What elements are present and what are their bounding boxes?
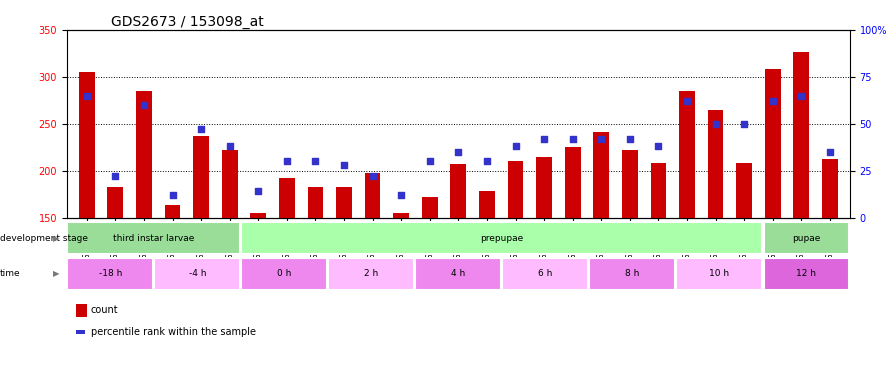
Point bbox=[337, 162, 352, 168]
Bar bbox=[279, 178, 295, 218]
Bar bbox=[241, 222, 763, 254]
Bar bbox=[765, 69, 781, 218]
Text: 12 h: 12 h bbox=[797, 269, 816, 278]
Point bbox=[794, 93, 808, 99]
Bar bbox=[308, 187, 323, 218]
Bar bbox=[679, 91, 695, 218]
Bar bbox=[651, 163, 667, 218]
Point bbox=[823, 149, 837, 155]
Bar bbox=[222, 150, 238, 217]
Point bbox=[480, 158, 494, 164]
Bar bbox=[422, 197, 438, 217]
Bar bbox=[250, 213, 266, 217]
Bar bbox=[589, 258, 676, 290]
Text: time: time bbox=[0, 269, 20, 278]
Bar bbox=[708, 110, 724, 218]
Point bbox=[451, 149, 465, 155]
Point bbox=[109, 173, 123, 179]
Bar bbox=[393, 213, 409, 217]
Bar bbox=[594, 132, 609, 218]
Point bbox=[279, 158, 294, 164]
Text: 2 h: 2 h bbox=[364, 269, 378, 278]
Text: 8 h: 8 h bbox=[625, 269, 640, 278]
Point bbox=[623, 136, 637, 142]
Bar bbox=[154, 258, 240, 290]
Point bbox=[765, 98, 780, 104]
Point bbox=[595, 136, 609, 142]
Bar bbox=[764, 222, 849, 254]
Point bbox=[394, 192, 409, 198]
Bar bbox=[479, 191, 495, 217]
Point bbox=[308, 158, 322, 164]
Point bbox=[565, 136, 579, 142]
Bar bbox=[79, 72, 94, 217]
Text: pupae: pupae bbox=[792, 234, 821, 243]
Text: prepupae: prepupae bbox=[481, 234, 523, 243]
Point bbox=[166, 192, 180, 198]
Point bbox=[251, 188, 265, 194]
Point bbox=[737, 121, 751, 127]
Bar bbox=[622, 150, 638, 217]
Text: 4 h: 4 h bbox=[451, 269, 465, 278]
Text: percentile rank within the sample: percentile rank within the sample bbox=[91, 327, 255, 337]
Point bbox=[366, 173, 380, 179]
Text: -18 h: -18 h bbox=[99, 269, 122, 278]
Text: GDS2673 / 153098_at: GDS2673 / 153098_at bbox=[111, 15, 264, 29]
Bar bbox=[537, 157, 552, 218]
Point bbox=[651, 143, 666, 149]
Bar bbox=[822, 159, 837, 218]
Bar bbox=[503, 258, 588, 290]
Point bbox=[508, 143, 522, 149]
Text: development stage: development stage bbox=[0, 234, 88, 243]
Point bbox=[79, 93, 93, 99]
Bar bbox=[241, 258, 328, 290]
Bar bbox=[416, 258, 501, 290]
Bar bbox=[565, 147, 580, 218]
Bar bbox=[450, 164, 466, 218]
Point bbox=[137, 102, 151, 108]
Point bbox=[194, 126, 208, 132]
Text: 0 h: 0 h bbox=[277, 269, 292, 278]
Text: count: count bbox=[91, 305, 118, 315]
Text: 6 h: 6 h bbox=[538, 269, 553, 278]
Bar bbox=[336, 187, 352, 218]
Point bbox=[708, 121, 723, 127]
Text: -4 h: -4 h bbox=[189, 269, 206, 278]
Text: ▶: ▶ bbox=[53, 234, 60, 243]
Point bbox=[423, 158, 437, 164]
Bar bbox=[676, 258, 763, 290]
Bar bbox=[736, 163, 752, 218]
Bar bbox=[108, 187, 123, 218]
Point bbox=[537, 136, 551, 142]
Bar bbox=[193, 136, 209, 218]
Bar bbox=[165, 206, 181, 218]
Bar bbox=[365, 173, 380, 217]
Text: ▶: ▶ bbox=[53, 269, 60, 278]
Bar bbox=[68, 222, 240, 254]
Bar bbox=[764, 258, 849, 290]
Bar bbox=[136, 91, 152, 218]
Bar bbox=[507, 161, 523, 218]
Bar bbox=[68, 258, 153, 290]
Point bbox=[680, 98, 694, 104]
Bar bbox=[328, 258, 414, 290]
Text: 10 h: 10 h bbox=[709, 269, 730, 278]
Bar bbox=[794, 52, 809, 217]
Point bbox=[222, 143, 237, 149]
Text: third instar larvae: third instar larvae bbox=[113, 234, 194, 243]
